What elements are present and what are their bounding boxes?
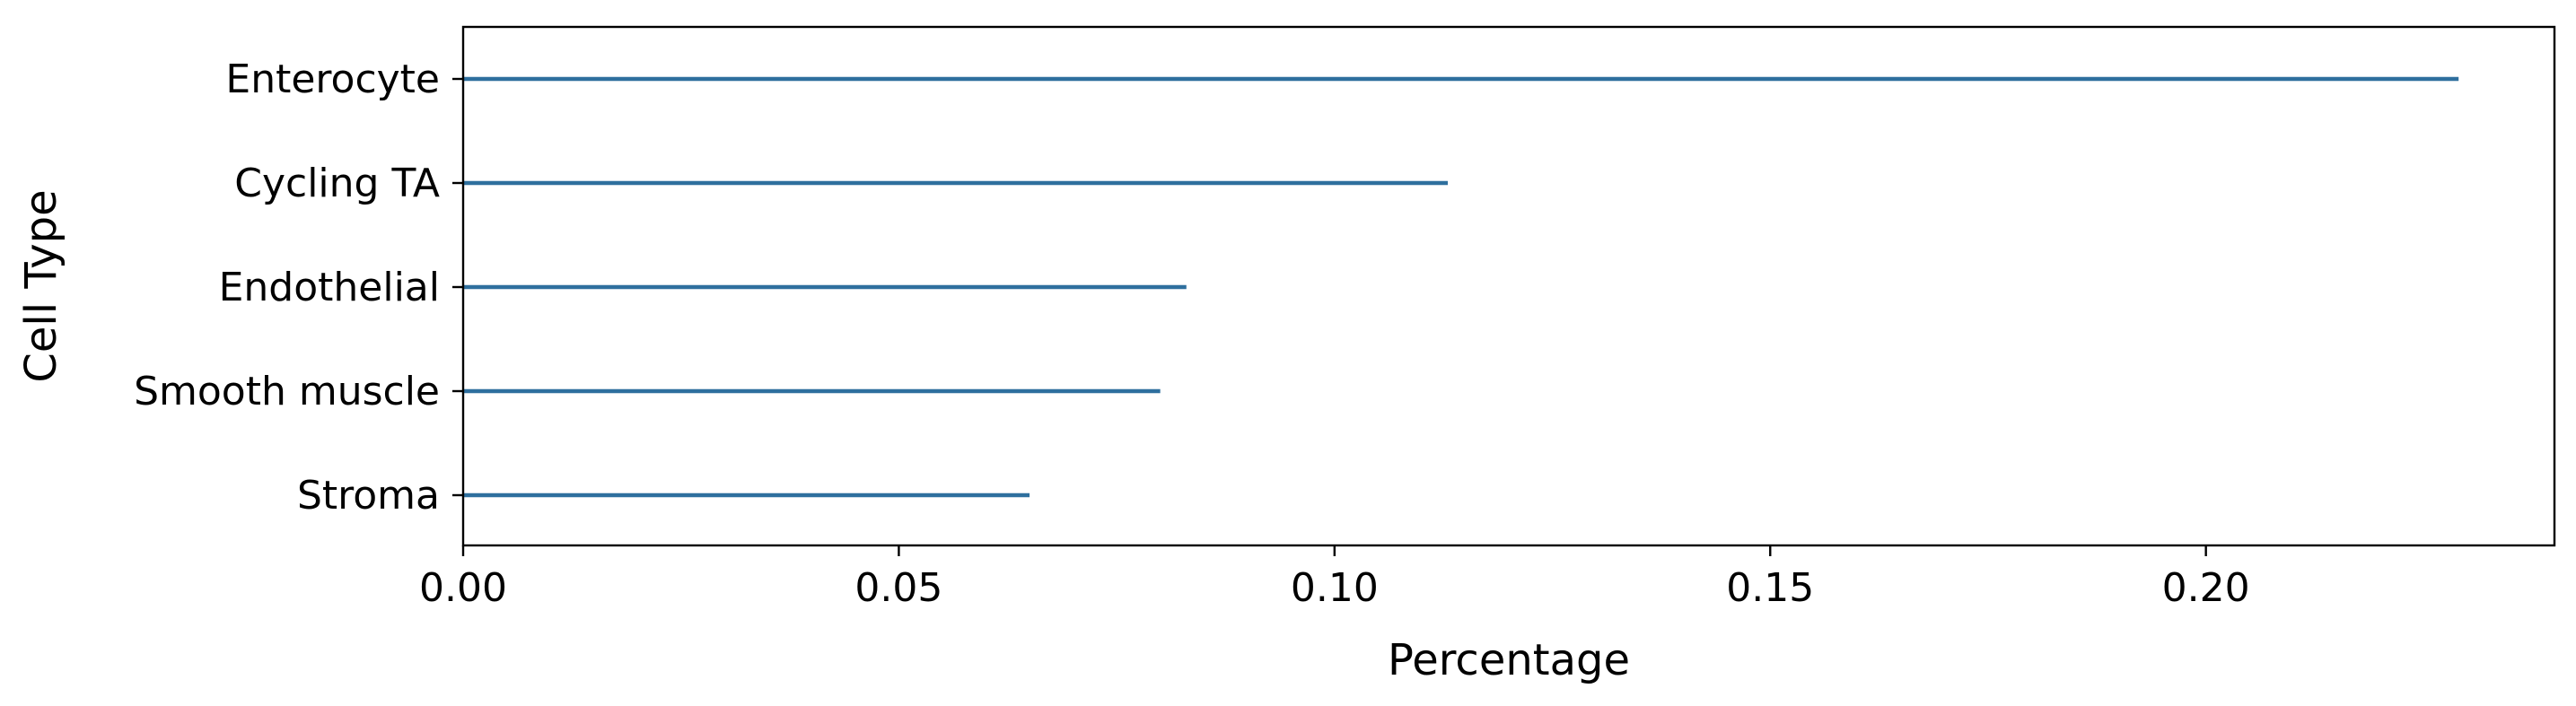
plot-frame — [461, 25, 2556, 547]
x-axis-label: Percentage — [1388, 635, 1630, 685]
y-tick-label-smooth-muscle: Smooth muscle — [134, 369, 440, 414]
y-tick-label-endothelial: Endothelial — [219, 265, 440, 310]
x-tick-label: 0.00 — [419, 565, 507, 611]
y-tick-label-cycling-ta: Cycling TA — [234, 161, 440, 206]
y-ticks: Enterocyte Cycling TA Endothelial Smooth mu… — [134, 57, 463, 519]
x-tick-label: 0.15 — [1726, 565, 1814, 611]
x-tick-label: 0.05 — [854, 565, 942, 611]
x-ticks: 0.00 0.05 0.10 0.15 0.20 — [419, 545, 2250, 611]
bars-layer — [463, 76, 2459, 498]
y-tick-label-enterocyte: Enterocyte — [225, 57, 440, 102]
x-tick-label: 0.20 — [2162, 565, 2250, 611]
x-tick-label: 0.10 — [1291, 565, 1379, 611]
y-tick-label-stroma: Stroma — [297, 473, 440, 519]
y-axis-label: Cell Type — [16, 189, 66, 382]
